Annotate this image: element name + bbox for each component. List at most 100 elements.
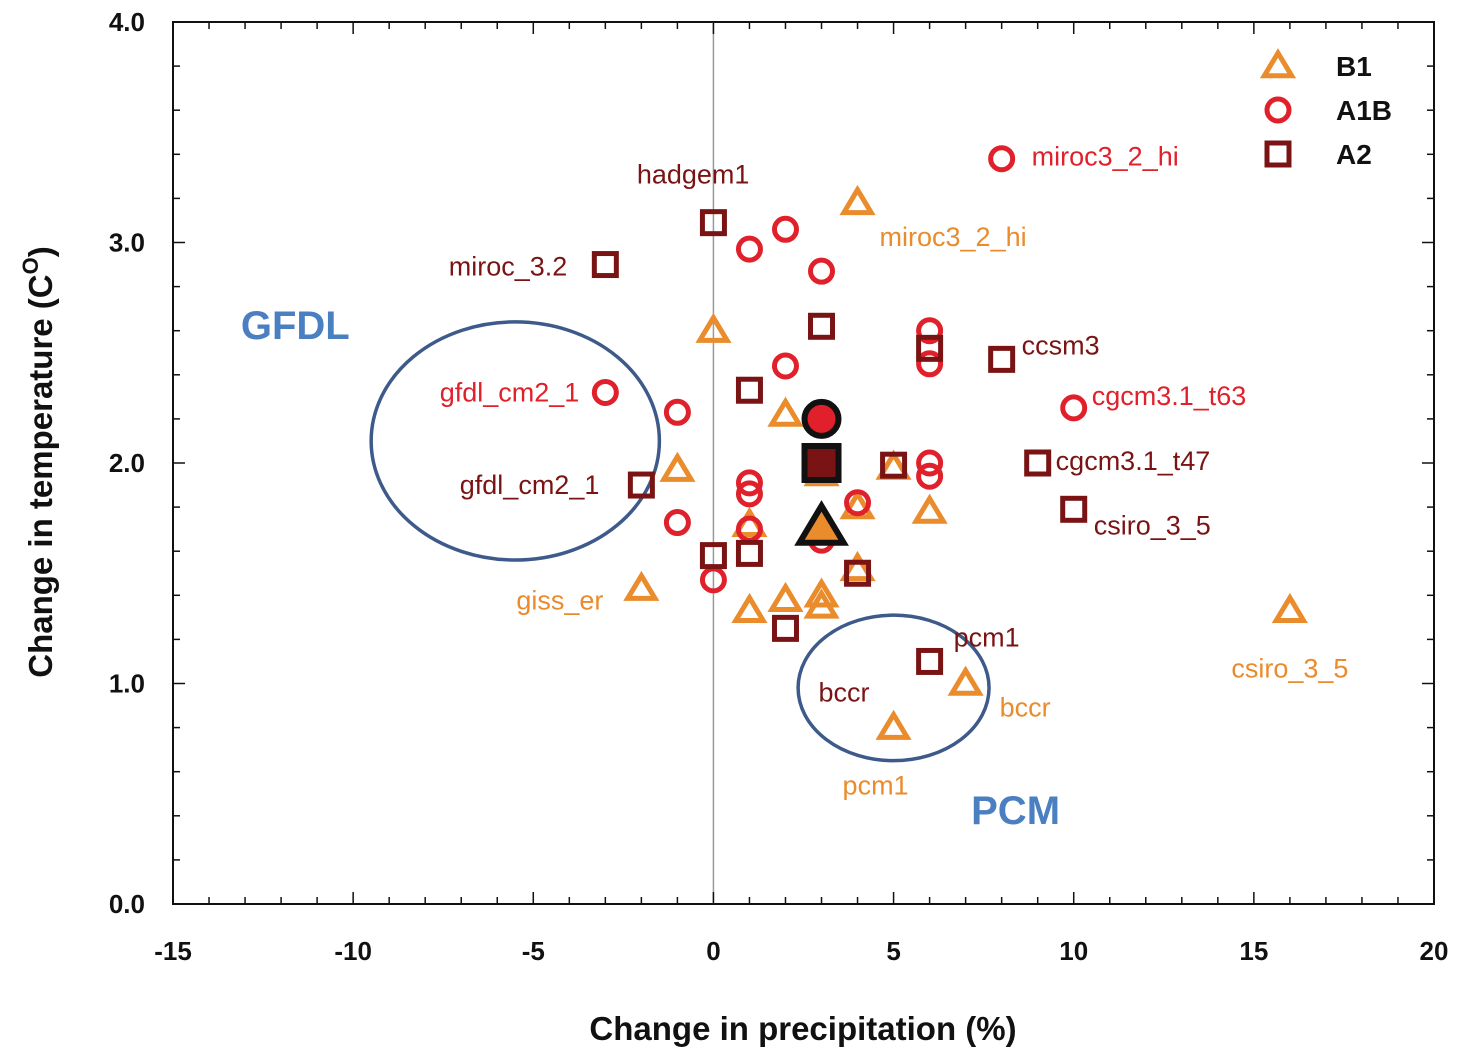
- data-point-a1b: [735, 235, 763, 263]
- x-tick-label: -10: [334, 936, 372, 966]
- ensemble-mean-b1: [794, 500, 849, 546]
- point-label: miroc_3.2: [449, 252, 568, 282]
- point-label: bccr: [818, 677, 869, 707]
- legend-marker-a1b: [1264, 96, 1292, 124]
- y-tick-label: 0.0: [109, 889, 145, 919]
- data-point-a1b: [916, 317, 944, 345]
- point-label: cgcm3.1_t63: [1092, 381, 1247, 411]
- region-ellipse-gfdl: [369, 320, 662, 562]
- legend-marker-b1: [1259, 48, 1297, 79]
- point-label: csiro_3_5: [1094, 510, 1211, 540]
- data-point-a2: [699, 209, 727, 237]
- point-label: pcm1: [954, 622, 1020, 652]
- ensemble-mean-a2: [801, 443, 842, 483]
- data-point-a1b: [808, 257, 836, 285]
- data-point-a1b: [1060, 394, 1088, 422]
- point-label: bccr: [1000, 693, 1051, 723]
- data-point-a2: [627, 471, 655, 499]
- data-point-a1b: [591, 378, 619, 406]
- annotations-group: GFDL PCM: [241, 304, 1060, 833]
- data-point-b1: [623, 570, 660, 601]
- x-tick-label: 20: [1420, 936, 1449, 966]
- data-point-b1: [839, 489, 876, 520]
- data-point-b1: [875, 709, 912, 740]
- data-point-a2: [916, 334, 944, 362]
- x-tick-label: -15: [154, 936, 192, 966]
- legend-label-a1b: A1B: [1336, 95, 1392, 126]
- data-point-a2: [844, 559, 872, 587]
- y-axis-title: Change in temperature (CO): [18, 246, 59, 678]
- region-label-pcm: PCM: [971, 789, 1060, 833]
- data-point-a1b: [916, 449, 944, 477]
- y-axis-title-superscript: O: [18, 257, 43, 274]
- data-point-b1: [947, 665, 984, 696]
- legend-group: B1 A1B A2: [1259, 48, 1392, 170]
- point-label: miroc3_2_hi: [1032, 142, 1179, 172]
- data-point-a2: [1060, 495, 1088, 523]
- data-point-b1: [767, 581, 804, 612]
- data-point-a1b: [844, 489, 872, 517]
- data-point-b1: [767, 396, 804, 427]
- point-label: pcm1: [843, 771, 909, 801]
- y-tick-label: 2.0: [109, 448, 145, 478]
- data-point-a1b: [663, 398, 691, 426]
- x-axis-title: Change in precipitation (%): [589, 1010, 1016, 1047]
- point-labels-group: miroc3_2_hi hadgem1 miroc3_2_hi miroc_3.2cc…: [440, 142, 1349, 801]
- x-tick-label: 15: [1239, 936, 1268, 966]
- data-point-a2: [699, 542, 727, 570]
- data-point-a2: [771, 614, 799, 642]
- y-axis-title-main: Change in temperature (C: [22, 274, 59, 677]
- data-point-a1b: [916, 462, 944, 490]
- points-group: [591, 145, 1308, 740]
- y-tick-label: 1.0: [109, 669, 145, 699]
- data-point-a2: [916, 647, 944, 675]
- region-ellipse-pcm: [796, 613, 991, 763]
- point-label: hadgem1: [637, 160, 750, 190]
- point-label: gfdl_cm2_1: [460, 470, 600, 500]
- point-label: cgcm3.1_t47: [1056, 446, 1211, 476]
- point-label: miroc3_2_hi: [880, 222, 1027, 252]
- data-point-a2: [1024, 449, 1052, 477]
- data-point-a2: [880, 451, 908, 479]
- data-point-a2: [808, 312, 836, 340]
- point-label: gfdl_cm2_1: [440, 377, 580, 407]
- x-tick-label: -5: [522, 936, 545, 966]
- data-point-a2: [591, 251, 619, 279]
- data-point-b1: [911, 493, 948, 524]
- data-point-b1: [839, 550, 876, 582]
- data-point-b1: [731, 592, 768, 623]
- data-point-a1b: [771, 215, 799, 243]
- legend-label-b1: B1: [1336, 51, 1372, 82]
- data-point-a1b: [663, 509, 691, 537]
- data-point-a1b: [735, 480, 763, 508]
- data-point-a2: [988, 345, 1016, 373]
- point-label: ccsm3: [1022, 330, 1100, 360]
- x-tick-label: 5: [886, 936, 900, 966]
- data-point-b1: [803, 577, 840, 608]
- data-point-b1: [839, 184, 876, 216]
- data-point-b1: [1271, 592, 1308, 623]
- x-tick-label: 10: [1059, 936, 1088, 966]
- data-point-b1: [695, 312, 732, 343]
- y-axis-title-close: ): [22, 246, 59, 257]
- data-point-a1b: [735, 469, 763, 497]
- data-point-b1: [659, 451, 696, 482]
- ensemble-mean-a1b: [801, 398, 842, 439]
- x-tick-label: 0: [706, 936, 720, 966]
- legend-label-a2: A2: [1336, 139, 1372, 170]
- point-label: csiro_3_5: [1231, 654, 1348, 684]
- legend-marker-a2: [1264, 140, 1292, 168]
- y-tick-label: 4.0: [109, 7, 145, 37]
- data-point-a1b: [988, 145, 1016, 173]
- data-point-a1b: [916, 350, 944, 378]
- data-point-a2: [735, 539, 763, 567]
- region-label-gfdl: GFDL: [241, 304, 350, 348]
- data-point-b1: [803, 588, 840, 619]
- data-point-a1b: [771, 352, 799, 380]
- axes-group: -15 -10 -5 0 5 10 15 20 0.0 1.0 2.0 3.0 4.0: [109, 7, 1449, 966]
- point-label: giss_er: [516, 586, 603, 616]
- y-tick-label: 3.0: [109, 228, 145, 258]
- data-point-a2: [735, 376, 763, 404]
